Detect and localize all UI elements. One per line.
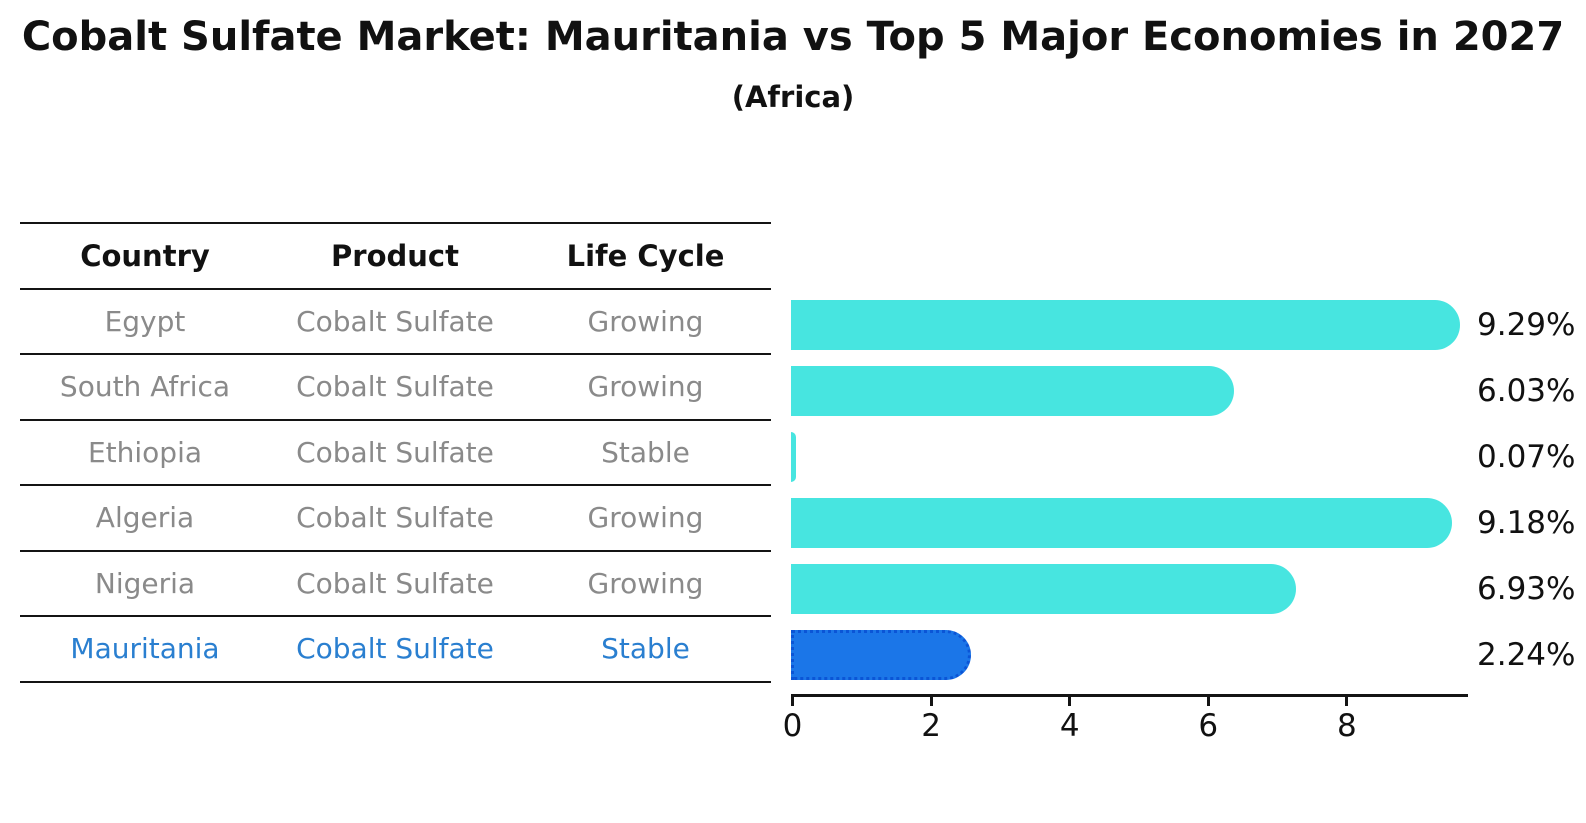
bar-nigeria (791, 564, 1297, 614)
product-cell: Cobalt Sulfate (296, 501, 494, 535)
x-axis-tick-2 (929, 697, 933, 706)
country-cell: Mauritania (70, 632, 220, 666)
table-row-egypt: Egypt Cobalt Sulfate Growing (20, 287, 771, 354)
bar-algeria (791, 498, 1453, 548)
x-axis-tick-label-8: 8 (1337, 708, 1357, 744)
bar-plot-area: 9.29% 6.03% 0.07% 9.18% 6.93% 2.24% (791, 292, 1586, 688)
country-cell: Nigeria (94, 566, 196, 600)
country-table: Country Product Life Cycle Egypt Cobalt S… (20, 222, 771, 683)
value-label-algeria: 9.18% (1477, 505, 1576, 541)
lifecycle-cell: Growing (587, 304, 704, 338)
product-cell: Cobalt Sulfate (296, 566, 494, 600)
column-header-product: Product (331, 238, 459, 273)
product-cell: Cobalt Sulfate (296, 632, 494, 666)
country-cell: Algeria (95, 501, 195, 535)
column-header-lifecycle: Life Cycle (566, 238, 725, 273)
lifecycle-cell: Growing (587, 566, 704, 600)
value-label-nigeria: 6.93% (1477, 571, 1576, 607)
bar-egypt (791, 300, 1460, 350)
x-axis-tick-label-2: 2 (921, 708, 941, 744)
x-axis-line: 0 2 4 6 8 (783, 694, 1468, 744)
country-cell: South Africa (59, 370, 231, 404)
product-cell: Cobalt Sulfate (296, 435, 494, 469)
x-axis-tick-0 (791, 697, 794, 706)
bar-mauritania (791, 630, 972, 680)
table-row-nigeria: Nigeria Cobalt Sulfate Growing (20, 549, 771, 616)
chart-subtitle: (Africa) (731, 80, 855, 114)
country-cell: Ethiopia (87, 435, 203, 469)
chart-title: Cobalt Sulfate Market: Mauritania vs Top… (21, 14, 1565, 60)
table-row-south-africa: South Africa Cobalt Sulfate Growing (20, 353, 771, 419)
table-row-ethiopia: Ethiopia Cobalt Sulfate Stable (20, 418, 771, 485)
product-cell: Cobalt Sulfate (296, 370, 494, 404)
bar-row-nigeria: 6.93% (791, 556, 1586, 622)
bar-row-ethiopia: 0.07% (791, 424, 1586, 490)
table-row-algeria: Algeria Cobalt Sulfate Growing (20, 484, 771, 550)
lifecycle-cell: Growing (587, 501, 704, 535)
value-label-ethiopia: 0.07% (1477, 439, 1576, 475)
table-header-row: Country Product Life Cycle (20, 222, 771, 288)
country-cell: Egypt (104, 304, 186, 338)
lifecycle-cell: Stable (601, 632, 690, 666)
lifecycle-cell: Stable (601, 435, 690, 469)
x-axis-tick-label-0: 0 (782, 708, 803, 744)
column-header-country: Country (80, 238, 210, 273)
product-cell: Cobalt Sulfate (296, 304, 494, 338)
bar-row-egypt: 9.29% (791, 292, 1586, 358)
value-label-south-africa: 6.03% (1477, 373, 1576, 409)
value-label-egypt: 9.29% (1477, 307, 1576, 343)
bar-row-algeria: 9.18% (791, 490, 1586, 556)
x-axis-tick-label-6: 6 (1198, 708, 1219, 744)
x-axis-tick-4 (1068, 697, 1072, 706)
bar-south-africa (791, 366, 1234, 416)
value-label-mauritania: 2.24% (1477, 637, 1576, 673)
x-axis-tick-label-4: 4 (1059, 708, 1080, 744)
bar-row-mauritania: 2.24% (791, 622, 1586, 688)
bar-ethiopia (791, 432, 796, 482)
table-row-mauritania: Mauritania Cobalt Sulfate Stable (20, 615, 771, 683)
bar-row-south-africa: 6.03% (791, 358, 1586, 424)
x-axis-tick-6 (1206, 697, 1210, 706)
x-axis-tick-8 (1345, 697, 1349, 706)
lifecycle-cell: Growing (587, 370, 704, 404)
